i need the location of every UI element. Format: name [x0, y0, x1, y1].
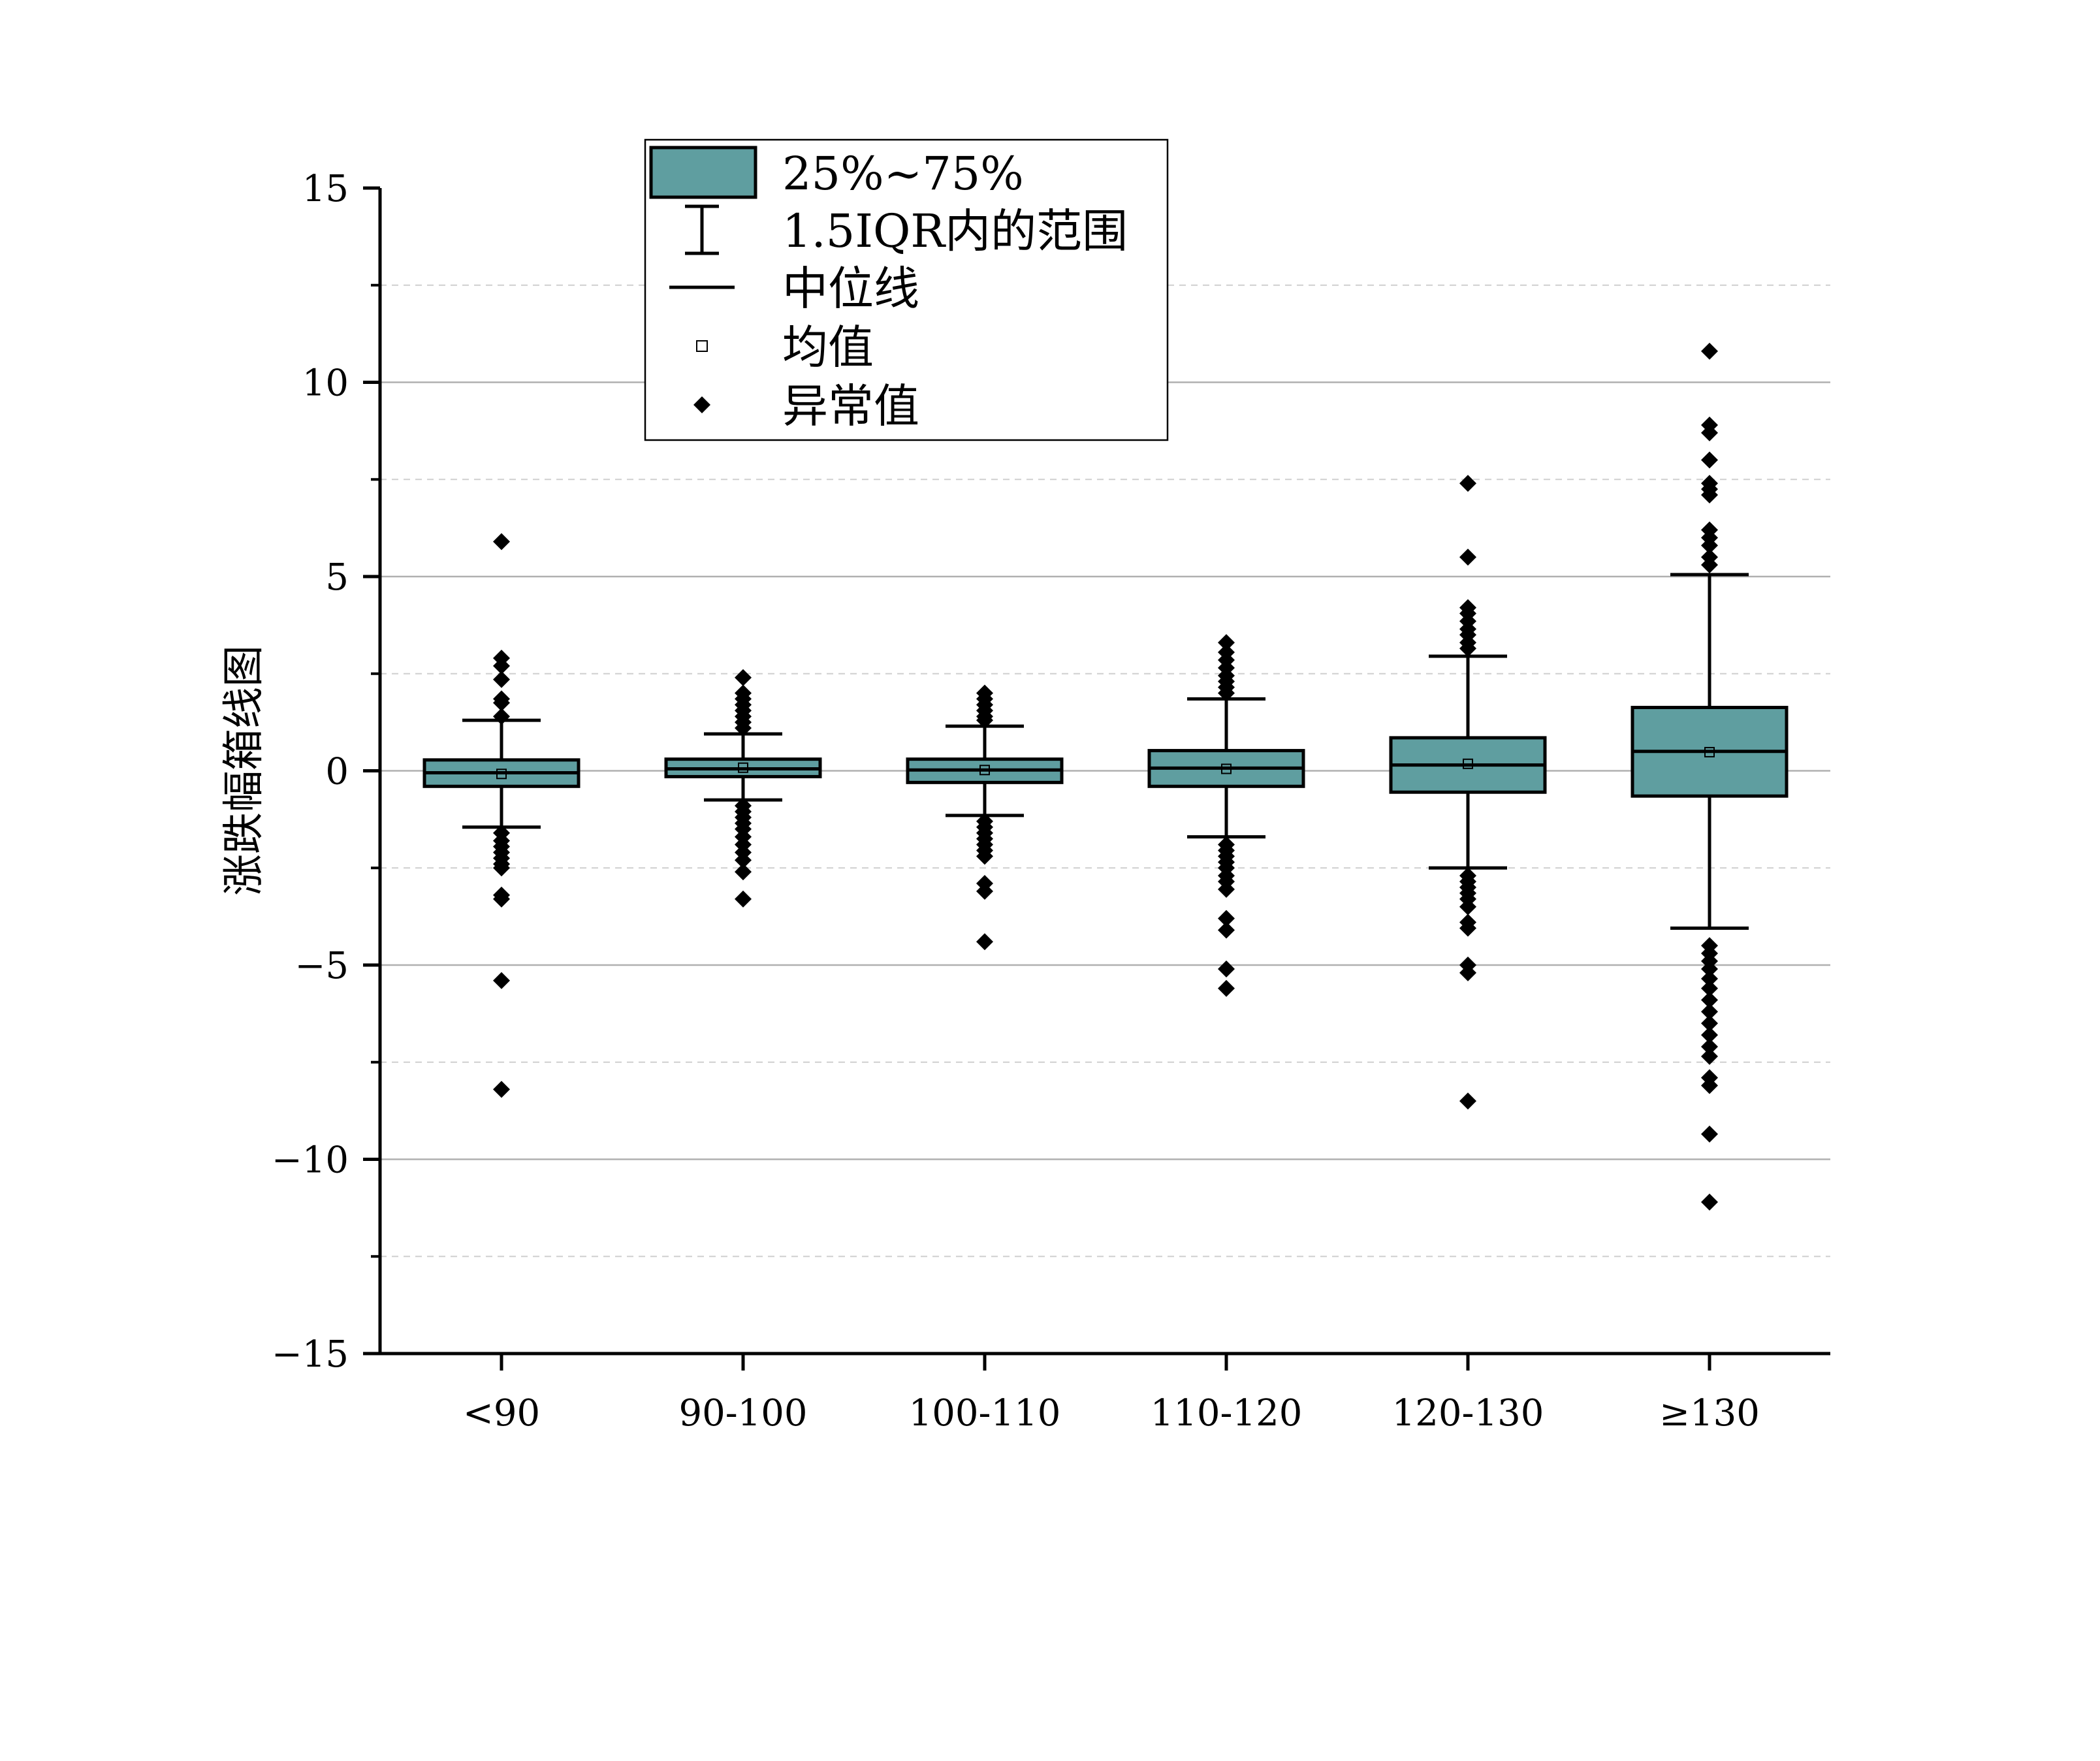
- box-group-0: [422, 533, 581, 1098]
- outlier-point: [735, 890, 752, 908]
- box-group-3: [1147, 634, 1305, 997]
- outlier-point: [1459, 898, 1476, 915]
- outlier-point: [1218, 921, 1235, 939]
- legend-item-mean-square: 均值: [696, 321, 874, 374]
- outlier-point: [1701, 1047, 1718, 1065]
- legend-mean-swatch: [696, 340, 708, 352]
- outlier-point: [1701, 486, 1718, 504]
- outlier-point: [1701, 970, 1718, 987]
- outlier-point: [976, 712, 993, 729]
- outlier-point: [1701, 1026, 1718, 1044]
- x-tick-label: 120-130: [1392, 1392, 1544, 1435]
- x-tick-label: 90-100: [678, 1392, 807, 1435]
- outlier-point: [1701, 1193, 1718, 1211]
- outlier-point: [1701, 1125, 1718, 1143]
- y-axis-title: 涨跌幅箱线图: [220, 645, 268, 896]
- outlier-point: [1701, 556, 1718, 574]
- outlier-point: [493, 972, 510, 989]
- y-tick-label: 0: [325, 751, 349, 793]
- legend-label: 25%~75%: [782, 147, 1024, 200]
- box-group-2: [906, 684, 1064, 951]
- box-group-5: [1631, 342, 1789, 1211]
- y-tick-label: 15: [302, 168, 349, 210]
- outlier-point: [1701, 1015, 1718, 1032]
- outlier-point: [1218, 684, 1235, 702]
- outlier-point: [976, 933, 993, 951]
- outlier-point: [493, 657, 510, 674]
- x-tick-label: 100-110: [909, 1392, 1061, 1435]
- mean-marker: [979, 765, 990, 776]
- outlier-point: [1459, 475, 1476, 492]
- outlier-point: [1459, 1092, 1476, 1110]
- outlier-point: [1218, 960, 1235, 977]
- outlier-point: [493, 708, 510, 725]
- legend-item-whisker: 1.5IQR内的范围: [685, 204, 1128, 258]
- x-tick-label: ≥130: [1659, 1392, 1760, 1435]
- outlier-point: [1701, 451, 1718, 469]
- y-tick-label: 10: [302, 362, 349, 405]
- outlier-point: [1701, 424, 1718, 441]
- y-tick-label: 5: [325, 556, 349, 599]
- outlier-point: [1459, 964, 1476, 981]
- outlier-point: [493, 859, 510, 877]
- x-tick-label: 110-120: [1151, 1392, 1303, 1435]
- legend-item-outlier-diamond: 异常值: [693, 379, 919, 433]
- outlier-point: [1218, 979, 1235, 997]
- legend-label: 异常值: [782, 379, 919, 433]
- legend-label: 中位线: [782, 262, 919, 315]
- mean-marker: [738, 762, 748, 773]
- outlier-point: [1701, 1038, 1718, 1055]
- outlier-point: [1701, 537, 1718, 554]
- y-tick-label: −10: [272, 1139, 349, 1182]
- outlier-point: [493, 1081, 510, 1098]
- mean-marker: [496, 769, 507, 780]
- axis-layer: −15 −10 −5 0 5 10 15 <90 90-100 100-110 110-120 120…: [272, 168, 1830, 1435]
- outlier-point: [735, 863, 752, 881]
- outlier-point: [1701, 991, 1718, 1009]
- legend-label: 均值: [782, 321, 874, 374]
- legend-box-swatch: [649, 146, 757, 199]
- outlier-point: [493, 671, 510, 688]
- outlier-point: [493, 533, 510, 550]
- legend-item-box: 25%~75%: [649, 146, 1024, 200]
- box-group-1: [664, 669, 822, 908]
- legend-outlier-swatch: [693, 396, 710, 413]
- outlier-point: [1701, 342, 1718, 360]
- outlier-point: [1701, 960, 1718, 977]
- outlier-point: [976, 882, 993, 900]
- outlier-point: [1459, 640, 1476, 658]
- y-tick-label: −5: [294, 945, 349, 987]
- outlier-point: [1701, 1077, 1718, 1094]
- mean-marker: [1704, 746, 1715, 757]
- box-group-4: [1389, 475, 1547, 1110]
- legend-item-median-line: 中位线: [669, 262, 919, 315]
- outlier-point: [1218, 910, 1235, 927]
- outlier-point: [1459, 919, 1476, 937]
- outlier-point: [1701, 1003, 1718, 1021]
- mean-marker: [1463, 758, 1473, 769]
- outlier-point: [735, 851, 752, 869]
- outlier-point: [1218, 634, 1235, 652]
- box-layer: [422, 342, 1789, 1211]
- outlier-point: [1459, 548, 1476, 566]
- outlier-point: [493, 890, 510, 908]
- outlier-point: [735, 720, 752, 737]
- outlier-point: [1218, 880, 1235, 898]
- legend-label: 1.5IQR内的范围: [782, 204, 1128, 258]
- mean-marker: [1221, 763, 1232, 774]
- outlier-point: [1701, 979, 1718, 997]
- x-tick-label: <90: [463, 1392, 540, 1435]
- outlier-point: [735, 669, 752, 686]
- outlier-point: [976, 848, 993, 865]
- outlier-point: [493, 694, 510, 712]
- y-tick-label: −15: [272, 1333, 349, 1376]
